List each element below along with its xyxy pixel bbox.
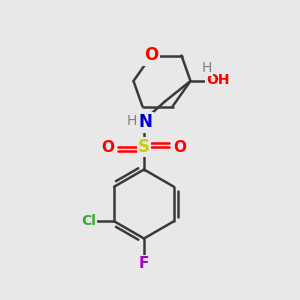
- Text: F: F: [139, 256, 149, 272]
- Text: O: O: [144, 46, 159, 64]
- Text: OH: OH: [206, 73, 230, 86]
- Text: S: S: [138, 138, 150, 156]
- Text: H: H: [202, 61, 212, 74]
- Text: N: N: [139, 113, 152, 131]
- Text: O: O: [101, 140, 115, 154]
- Text: Cl: Cl: [82, 214, 96, 228]
- Text: H: H: [126, 114, 136, 128]
- Text: O: O: [173, 140, 187, 154]
